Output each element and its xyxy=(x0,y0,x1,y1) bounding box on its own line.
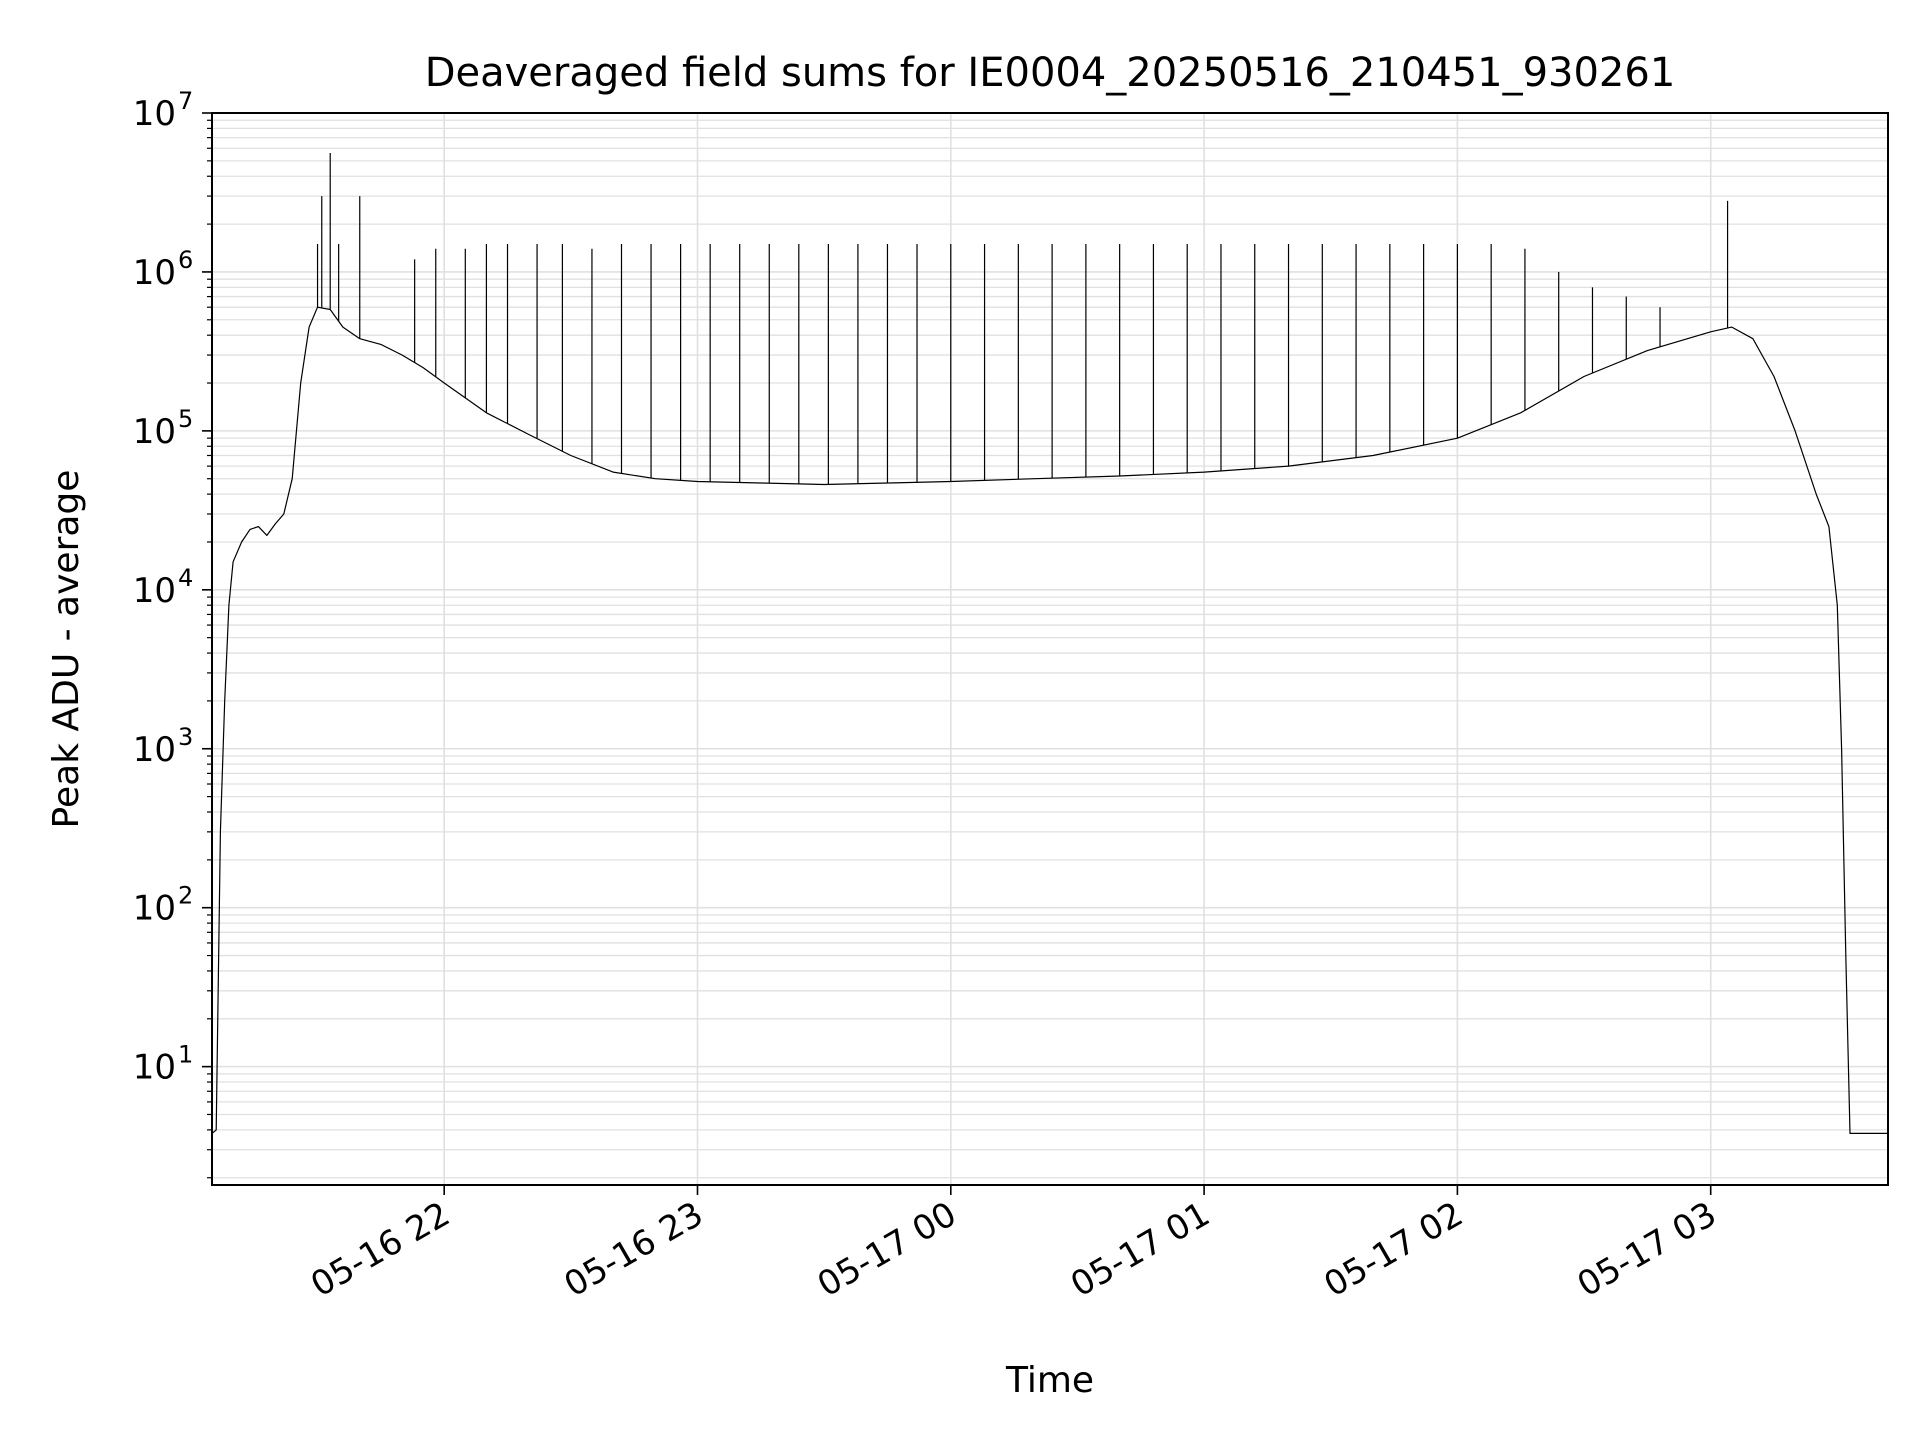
y-tick-exponent: 5 xyxy=(178,405,193,433)
y-tick-exponent: 3 xyxy=(178,723,193,751)
y-tick-label: 10 xyxy=(133,253,176,293)
y-tick-label: 10 xyxy=(133,571,176,611)
y-tick-exponent: 2 xyxy=(178,882,193,910)
plot-frame xyxy=(211,112,1889,1186)
chart-title: Deaveraged field sums for IE0004_2025051… xyxy=(425,50,1676,96)
y-tick-label: 10 xyxy=(133,94,176,134)
series-line xyxy=(211,306,1888,1134)
y-tick-exponent: 4 xyxy=(178,564,193,592)
y-tick-label: 10 xyxy=(133,1048,176,1088)
y-tick-label: 10 xyxy=(133,412,176,452)
spike-lines xyxy=(316,153,1729,485)
y-tick-exponent: 6 xyxy=(178,246,193,274)
y-tick-label: 10 xyxy=(133,730,176,770)
y-tick-exponent: 1 xyxy=(178,1041,193,1069)
y-tick-exponent: 7 xyxy=(178,87,193,115)
y-tick-label: 10 xyxy=(133,889,176,929)
y-axis-label: Peak ADU - average xyxy=(46,470,87,829)
grid-lines xyxy=(212,112,1888,1185)
x-axis-label: Time xyxy=(1005,1360,1094,1401)
